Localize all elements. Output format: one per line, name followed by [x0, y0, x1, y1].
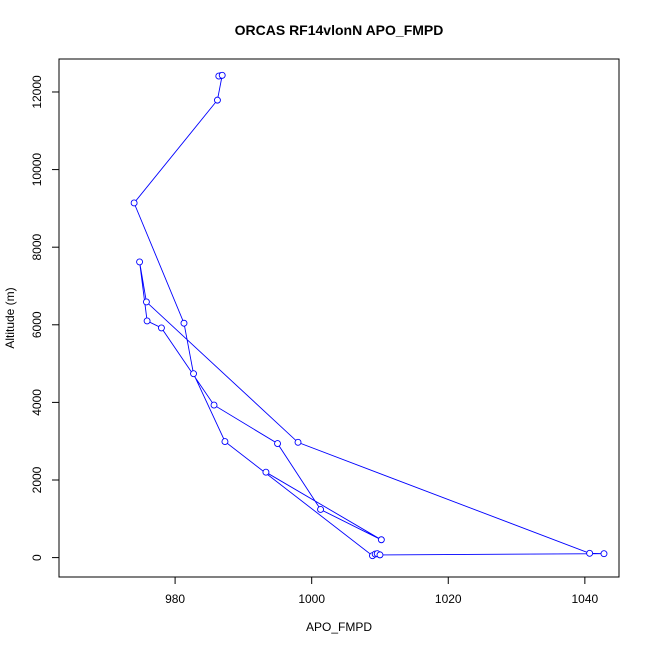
data-point	[294, 438, 302, 446]
data-point	[221, 438, 229, 446]
x-tick-label: 980	[165, 592, 185, 606]
x-axis-label: APO_FMPD	[306, 620, 372, 634]
data-point	[190, 370, 197, 378]
data-point	[262, 468, 270, 476]
x-tick-label: 1040	[572, 592, 599, 606]
series-line-0	[133, 74, 605, 557]
x-tick-label: 1020	[435, 592, 462, 606]
data-point	[130, 199, 138, 207]
data-point	[274, 440, 281, 447]
y-tick-label: 4000	[30, 389, 44, 416]
data-point	[142, 298, 150, 306]
data-point	[586, 549, 594, 557]
y-axis-label: Altitude (m)	[3, 287, 17, 348]
data-point	[600, 550, 608, 558]
data-point	[377, 536, 385, 544]
data-point	[157, 324, 165, 332]
y-tick-label: 2000	[30, 466, 44, 493]
data-point	[218, 71, 226, 79]
data-point	[210, 401, 218, 409]
y-tick-label: 0	[30, 554, 44, 561]
y-tick-label: 8000	[30, 234, 44, 261]
chart-title: ORCAS RF14vlonN APO_FMPD	[235, 22, 444, 38]
y-axis: 0 2000 4000 6000 8000 10000 12000	[30, 75, 59, 561]
x-axis: 980 1000 1020 1040	[165, 577, 599, 606]
data-point	[180, 319, 188, 327]
data-point	[213, 96, 221, 104]
data-point	[376, 551, 384, 559]
data-point	[317, 506, 325, 513]
y-tick-label: 10000	[30, 153, 44, 187]
plot-frame	[58, 58, 620, 578]
data-point	[136, 258, 144, 266]
x-tick-label: 1000	[298, 592, 325, 606]
data-point	[143, 317, 151, 325]
series-layer	[130, 71, 608, 560]
y-tick-label: 6000	[30, 311, 44, 338]
y-tick-label: 12000	[30, 75, 44, 109]
